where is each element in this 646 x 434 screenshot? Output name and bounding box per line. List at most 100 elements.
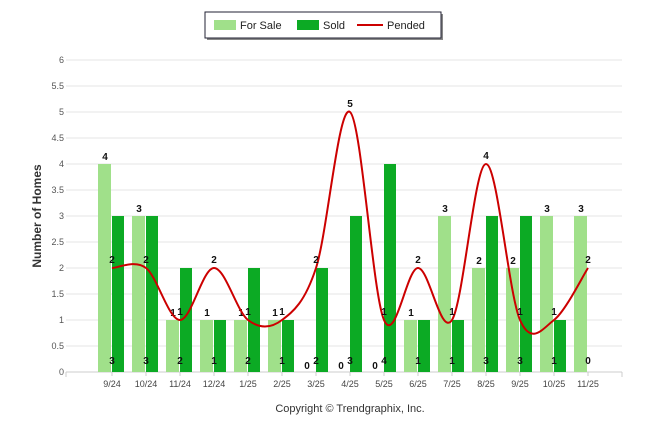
sold-data-label: 3 xyxy=(483,356,489,367)
sold-bar xyxy=(248,268,260,372)
sold-bar xyxy=(520,216,532,372)
for-sale-bar xyxy=(166,320,179,372)
sold-data-label: 3 xyxy=(143,356,149,367)
x-tick-label: 6/25 xyxy=(409,379,427,389)
y-tick-label: 1.5 xyxy=(51,289,64,299)
y-tick-label: 4 xyxy=(59,159,64,169)
y-tick-label: 5.5 xyxy=(51,81,64,91)
for-sale-data-label: 0 xyxy=(304,361,310,372)
sold-data-label: 0 xyxy=(585,356,591,367)
sold-data-label: 1 xyxy=(211,356,217,367)
legend-swatch-sold xyxy=(297,20,319,30)
pended-data-label: 1 xyxy=(551,307,557,318)
pended-data-label: 1 xyxy=(449,307,455,318)
x-tick-label: 9/24 xyxy=(103,379,121,389)
pended-data-label: 1 xyxy=(517,307,523,318)
pended-data-label: 1 xyxy=(381,307,387,318)
legend-label-for-sale: For Sale xyxy=(240,20,282,32)
sold-bar xyxy=(384,164,396,372)
x-tick-label: 12/24 xyxy=(203,379,226,389)
pended-data-label: 2 xyxy=(211,255,217,266)
for-sale-data-label: 2 xyxy=(510,256,516,267)
pended-data-label: 1 xyxy=(279,307,285,318)
pended-data-label: 2 xyxy=(585,255,591,266)
y-tick-label: 1 xyxy=(59,315,64,325)
sold-bar xyxy=(316,268,328,372)
pended-data-label: 5 xyxy=(347,99,353,110)
sold-bar xyxy=(180,268,192,372)
for-sale-data-label: 3 xyxy=(544,204,550,215)
y-axis-label: Number of Homes xyxy=(30,164,44,268)
sold-bar xyxy=(452,320,464,372)
sold-bar xyxy=(554,320,566,372)
sold-bar xyxy=(146,216,158,372)
x-tick-label: 9/25 xyxy=(511,379,529,389)
for-sale-data-label: 3 xyxy=(578,204,584,215)
for-sale-data-label: 3 xyxy=(442,204,448,215)
x-tick-label: 11/24 xyxy=(169,379,191,389)
for-sale-bar xyxy=(234,320,247,372)
y-tick-label: 0.5 xyxy=(51,341,64,351)
for-sale-data-label: 0 xyxy=(338,361,344,372)
sold-data-label: 3 xyxy=(517,356,523,367)
for-sale-data-label: 1 xyxy=(272,308,278,319)
pended-data-label: 2 xyxy=(313,255,319,266)
sold-data-label: 1 xyxy=(415,356,421,367)
pended-data-label: 2 xyxy=(415,255,421,266)
for-sale-data-label: 4 xyxy=(102,152,108,163)
for-sale-bar xyxy=(506,268,519,372)
sold-data-label: 1 xyxy=(279,356,285,367)
sold-data-label: 2 xyxy=(245,356,251,367)
x-tick-label: 10/25 xyxy=(543,379,566,389)
for-sale-bar xyxy=(472,268,485,372)
x-tick-label: 10/24 xyxy=(135,379,158,389)
copyright-text: Copyright © Trendgraphix, Inc. xyxy=(275,403,424,415)
for-sale-data-label: 1 xyxy=(238,308,244,319)
x-tick-label: 11/25 xyxy=(577,379,599,389)
sold-data-label: 2 xyxy=(177,356,183,367)
sold-data-label: 1 xyxy=(551,356,557,367)
for-sale-data-label: 1 xyxy=(170,308,176,319)
legend-swatch-for-sale xyxy=(214,20,236,30)
for-sale-data-label: 0 xyxy=(372,361,378,372)
pended-data-label: 4 xyxy=(483,151,489,162)
x-tick-label: 3/25 xyxy=(307,379,325,389)
sold-bar xyxy=(350,216,362,372)
legend xyxy=(204,11,442,39)
sold-bar xyxy=(486,216,498,372)
x-tick-label: 7/25 xyxy=(443,379,461,389)
pended-data-label: 1 xyxy=(177,307,183,318)
pended-data-label: 1 xyxy=(245,307,251,318)
x-tick-label: 5/25 xyxy=(375,379,393,389)
for-sale-data-label: 1 xyxy=(408,308,414,319)
y-tick-label: 5 xyxy=(59,107,64,117)
y-tick-label: 0 xyxy=(59,367,64,377)
sold-data-label: 2 xyxy=(313,356,319,367)
sold-data-label: 1 xyxy=(449,356,455,367)
pended-line xyxy=(111,110,589,335)
sold-data-label: 4 xyxy=(381,356,387,367)
for-sale-bar xyxy=(132,216,145,372)
for-sale-bar xyxy=(574,216,587,372)
sold-bar xyxy=(418,320,430,372)
for-sale-bar xyxy=(268,320,281,372)
for-sale-bar xyxy=(438,216,451,372)
sold-bar xyxy=(214,320,226,372)
y-tick-label: 2.5 xyxy=(51,237,64,247)
x-tick-label: 8/25 xyxy=(477,379,495,389)
y-tick-label: 4.5 xyxy=(51,133,64,143)
for-sale-data-label: 1 xyxy=(204,308,210,319)
y-tick-label: 3.5 xyxy=(51,185,64,195)
x-tick-label: 2/25 xyxy=(273,379,291,389)
sold-data-label: 3 xyxy=(347,356,353,367)
legend-label-pended: Pended xyxy=(387,20,425,32)
for-sale-data-label: 3 xyxy=(136,204,142,215)
sold-data-label: 3 xyxy=(109,356,115,367)
for-sale-bar xyxy=(98,164,111,372)
x-tick-label: 1/25 xyxy=(239,379,257,389)
for-sale-data-label: 2 xyxy=(476,256,482,267)
sold-bar xyxy=(282,320,294,372)
x-tick-label: 4/25 xyxy=(341,379,359,389)
y-tick-label: 6 xyxy=(59,55,64,65)
